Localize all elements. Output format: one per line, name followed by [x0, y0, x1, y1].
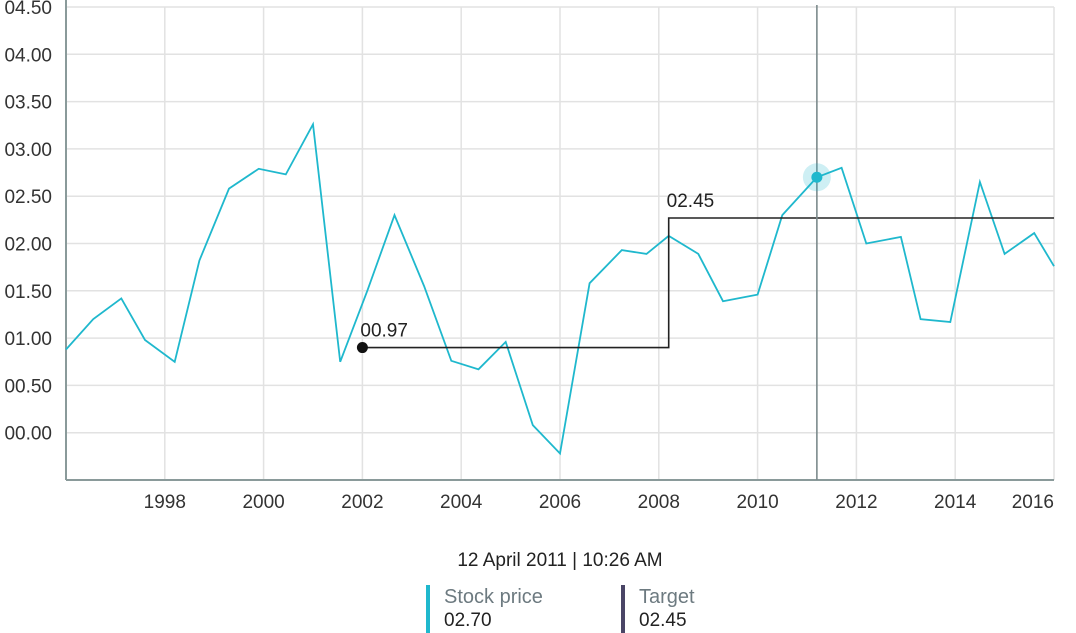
- legend-item-stock-price: Stock price 02.70: [426, 585, 543, 633]
- annotations-layer: 00.97 02.45: [356, 191, 715, 354]
- line-chart: 00.00 00.50 01.00 01.50 02.00 02.50 03.00 03.50…: [4, 0, 1055, 513]
- legend-swatch: [426, 585, 430, 633]
- x-tick-label: 2004: [440, 492, 483, 513]
- y-tick-label: 03.00: [4, 140, 52, 161]
- y-tick-label: 02.00: [4, 235, 52, 256]
- x-tick-label: 2000: [242, 492, 284, 513]
- x-tick-label: 2014: [934, 492, 977, 513]
- y-axis-tick-labels: 00.00 00.50 01.00 01.50 02.00 02.50 03.00 03.50…: [4, 0, 52, 445]
- legend-label: Stock price: [444, 586, 543, 608]
- tooltip-date: 12 April 2011 | 10:26 AM: [457, 550, 663, 571]
- y-tick-label: 03.50: [4, 93, 52, 114]
- series-layer: [65, 121, 1055, 456]
- y-tick-label: 00.50: [4, 376, 52, 397]
- legend-value: 02.70: [444, 610, 492, 631]
- x-tick-label: 2010: [736, 492, 778, 513]
- x-tick-label: 2016: [1012, 492, 1054, 513]
- grid: [66, 6, 1055, 480]
- x-tick-label: 2002: [341, 492, 383, 513]
- x-tick-label: 1998: [144, 492, 186, 513]
- y-tick-label: 01.50: [4, 282, 52, 303]
- x-tick-label: 2008: [638, 492, 680, 513]
- legend-item-target: Target 02.45: [621, 585, 695, 633]
- legend-swatch: [621, 585, 625, 633]
- hover-cursor[interactable]: [802, 5, 831, 480]
- legend-value: 02.45: [639, 610, 687, 631]
- x-axis-tick-labels: 1998 2000 2002 2004 2006 2008 2010 2012 2014 2016: [144, 492, 1054, 513]
- x-tick-label: 2012: [835, 492, 877, 513]
- annotation-label: 00.97: [360, 321, 408, 342]
- y-tick-label: 02.50: [4, 187, 52, 208]
- x-tick-label: 2006: [539, 492, 581, 513]
- annotation-label: 02.45: [667, 191, 715, 212]
- y-tick-label: 04.50: [4, 0, 52, 19]
- cursor-point: [811, 171, 823, 183]
- legend-label: Target: [639, 586, 695, 608]
- series-line-target: [362, 217, 1054, 349]
- y-tick-label: 04.00: [4, 45, 52, 66]
- y-tick-label: 00.00: [4, 424, 52, 445]
- series-line-stock-price: [65, 121, 1055, 456]
- y-tick-label: 01.00: [4, 329, 52, 350]
- annotation-marker: [356, 342, 368, 354]
- axes: [65, 0, 1054, 481]
